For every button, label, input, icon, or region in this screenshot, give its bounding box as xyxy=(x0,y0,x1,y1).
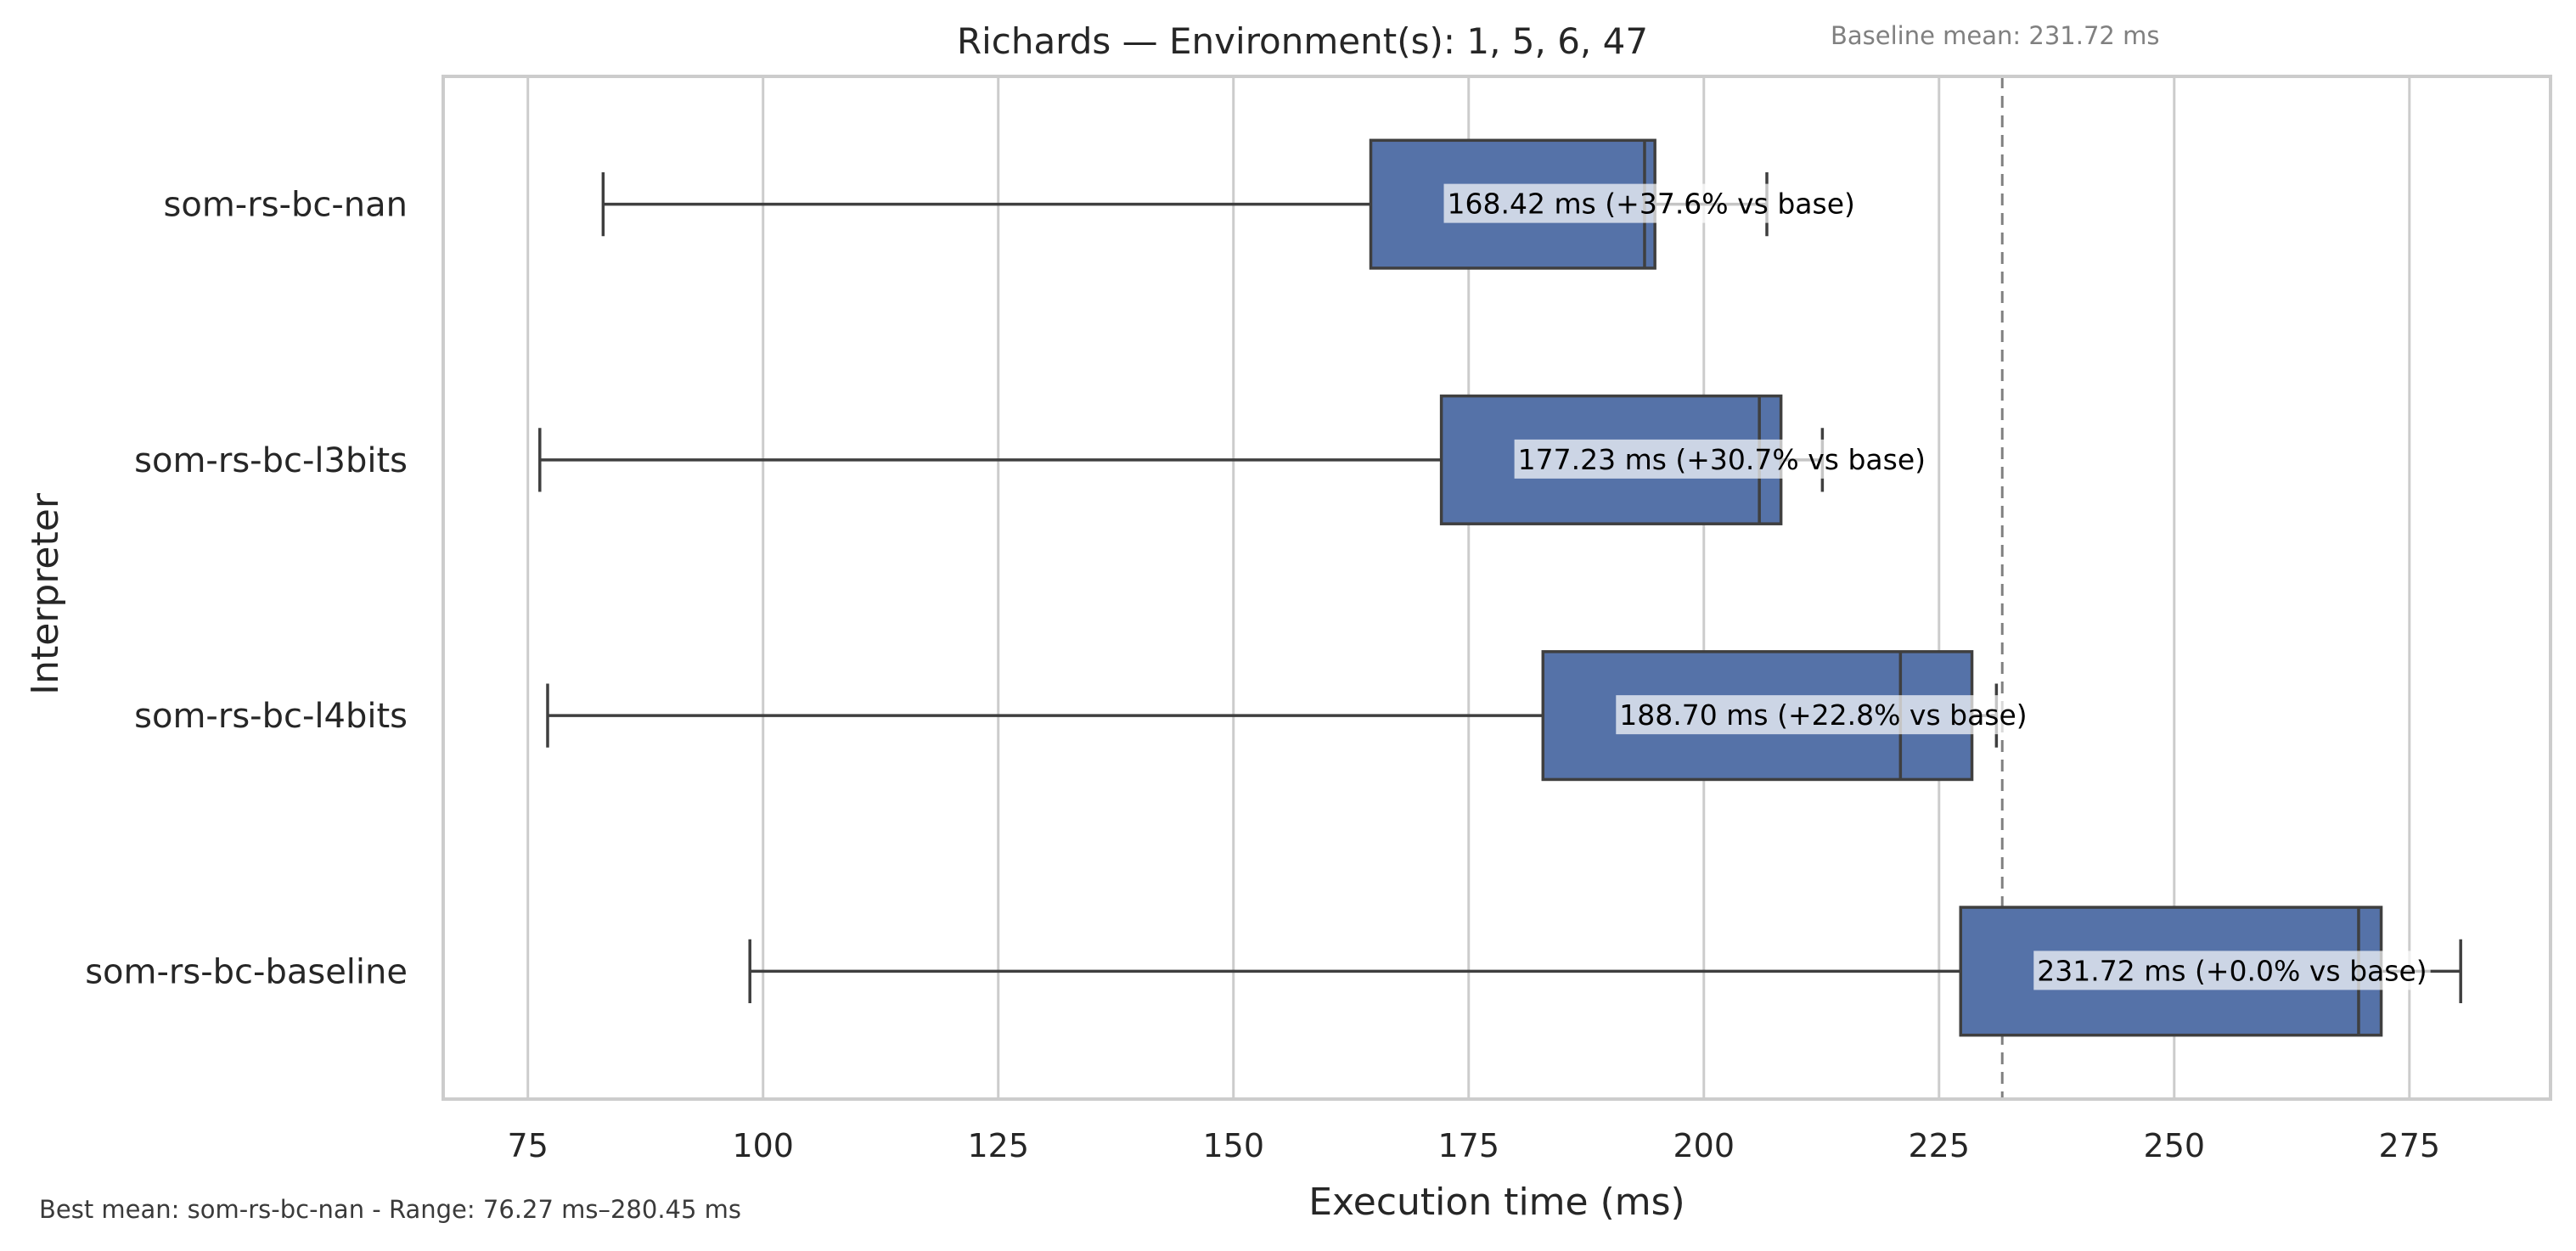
baseline-group: Baseline mean: 231.72 ms xyxy=(1831,21,2159,1099)
x-tick-label: 100 xyxy=(732,1127,794,1164)
boxes xyxy=(538,138,2462,1037)
x-tick-label: 125 xyxy=(967,1127,1029,1164)
annotation-background xyxy=(2033,951,2431,990)
x-tick-label: 200 xyxy=(1673,1127,1735,1164)
x-tick-label: 275 xyxy=(2379,1127,2441,1164)
x-tick-label: 175 xyxy=(1437,1127,1499,1164)
y-category-labels: som-rs-bc-nan som-rs-bc-l3bits som-rs-bc-l… xyxy=(85,186,408,992)
plot-frame xyxy=(442,75,2552,1101)
footer-note: Best mean: som-rs-bc-nan - Range: 76.27 … xyxy=(39,1195,741,1224)
y-category-label: som-rs-bc-l3bits xyxy=(134,441,408,480)
chart-title: Richards — Environment(s): 1, 5, 6, 47 xyxy=(957,20,1648,62)
y-category-label: som-rs-bc-baseline xyxy=(85,952,408,991)
annotation-background xyxy=(1514,439,1930,479)
annotation-background xyxy=(1443,183,1859,223)
annotation-text: 177.23 ms (+30.7% vs base) xyxy=(1518,443,1926,476)
x-tick-labels: 75 100 125 150 175 200 225 250 275 xyxy=(508,1127,2441,1164)
mean-annotation: 188.70 ms (+22.8% vs base) xyxy=(1616,695,2031,735)
annotation-text: 231.72 ms (+0.0% vs base) xyxy=(2037,954,2427,987)
y-category-label: som-rs-bc-l4bits xyxy=(134,697,408,736)
x-axis-label: Execution time (ms) xyxy=(1308,1181,1685,1224)
baseline-label: Baseline mean: 231.72 ms xyxy=(1831,21,2159,50)
y-category-label: som-rs-bc-nan xyxy=(164,186,408,225)
annotation-background xyxy=(1616,695,2031,735)
y-axis-label: Interpreter xyxy=(24,492,67,695)
x-tick-label: 225 xyxy=(1909,1127,1971,1164)
mean-annotation: 231.72 ms (+0.0% vs base) xyxy=(2033,951,2431,990)
annotation-text: 168.42 ms (+37.6% vs base) xyxy=(1448,188,1855,221)
annotation-text: 188.70 ms (+22.8% vs base) xyxy=(1619,698,2027,732)
x-tick-label: 150 xyxy=(1202,1127,1264,1164)
x-tick-label: 75 xyxy=(508,1127,548,1164)
x-tick-label: 250 xyxy=(2144,1127,2206,1164)
mean-annotation: 168.42 ms (+37.6% vs base) xyxy=(1443,183,1859,223)
mean-annotation: 177.23 ms (+30.7% vs base) xyxy=(1514,439,1930,479)
box-annotations: 168.42 ms (+37.6% vs base) 177.23 ms (+30… xyxy=(1443,183,2431,990)
